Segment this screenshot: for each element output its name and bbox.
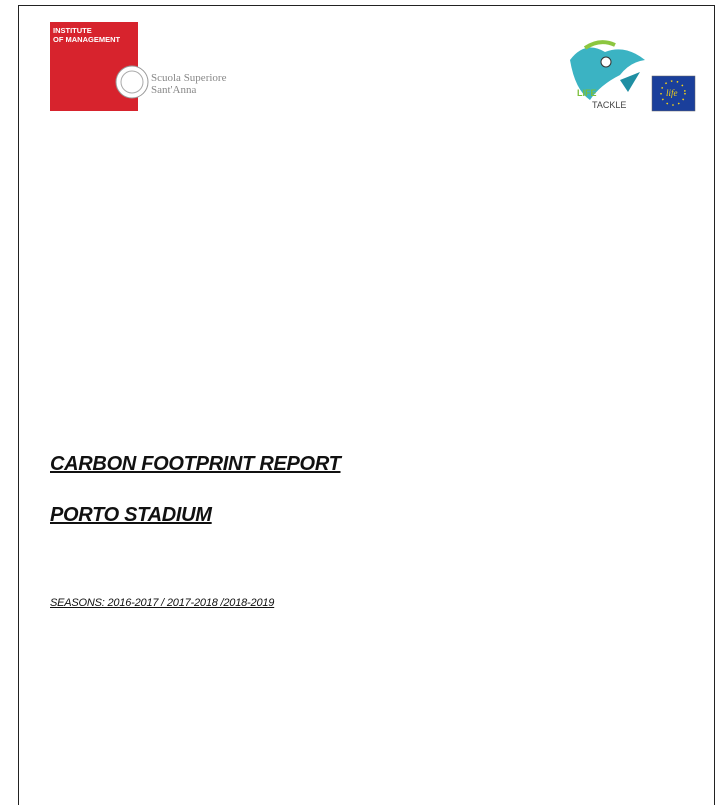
life-tackle-logo: LIFE TACKLE — [570, 40, 645, 110]
seasons: SEASONS: 2016-2017 / 2017-2018 /2018-201… — [50, 597, 275, 609]
institute-line2: OF MANAGEMENT — [53, 35, 120, 44]
seal-inner — [120, 70, 144, 94]
institute-logo — [50, 22, 138, 111]
life-text: LIFE — [577, 88, 597, 98]
school-line1: Scuola Superiore — [151, 72, 227, 84]
eu-life-text: life — [666, 88, 678, 98]
tackle-text: TACKLE — [592, 100, 626, 110]
page-border — [18, 5, 715, 805]
header-logos: INSTITUTE OF MANAGEMENT Scuola Superiore… — [50, 22, 696, 112]
eu-flag: life — [651, 75, 696, 112]
school-line2: Sant'Anna — [151, 84, 196, 96]
report-title: CARBON FOOTPRINT REPORT — [50, 453, 341, 475]
report-subtitle: PORTO STADIUM — [50, 504, 212, 526]
institute-line1: INSTITUTE — [53, 26, 92, 35]
